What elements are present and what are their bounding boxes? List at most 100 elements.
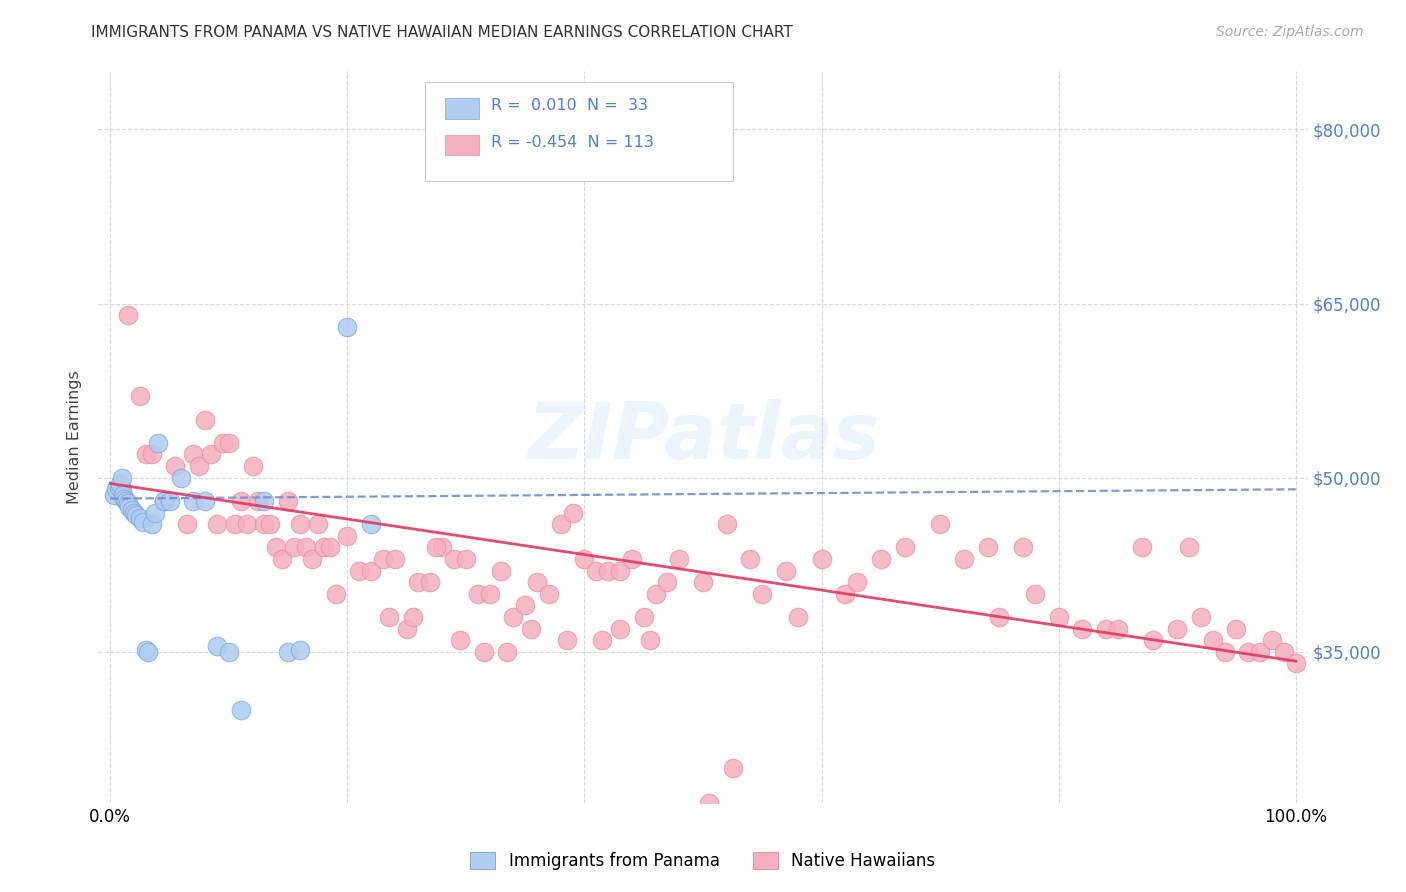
Point xyxy=(1071,622,1094,636)
Point xyxy=(1213,645,1236,659)
Point xyxy=(301,552,323,566)
Point xyxy=(143,506,166,520)
Point xyxy=(229,703,252,717)
Point xyxy=(176,517,198,532)
Point xyxy=(159,494,181,508)
Text: R =  0.010  N =  33: R = 0.010 N = 33 xyxy=(492,98,648,113)
Point xyxy=(419,575,441,590)
Point xyxy=(1189,610,1212,624)
Point xyxy=(122,506,145,520)
Point xyxy=(235,517,257,532)
Point xyxy=(205,517,228,532)
Point xyxy=(478,587,501,601)
Point xyxy=(401,610,423,624)
Point xyxy=(633,610,655,624)
Point xyxy=(125,508,148,522)
Point xyxy=(194,412,217,426)
Point xyxy=(432,541,454,555)
Point xyxy=(472,645,495,659)
Point xyxy=(105,483,128,497)
Point xyxy=(253,494,276,508)
Point xyxy=(277,494,299,508)
Point xyxy=(295,541,318,555)
Point xyxy=(371,552,394,566)
Point xyxy=(467,587,489,601)
Point xyxy=(976,541,998,555)
Point xyxy=(620,552,643,566)
Point xyxy=(121,503,143,517)
Point xyxy=(188,459,211,474)
Point xyxy=(318,541,340,555)
Text: Source: ZipAtlas.com: Source: ZipAtlas.com xyxy=(1216,25,1364,39)
FancyBboxPatch shape xyxy=(446,135,479,155)
Point xyxy=(229,494,252,508)
Point xyxy=(152,494,174,508)
Point xyxy=(378,610,401,624)
Text: IMMIGRANTS FROM PANAMA VS NATIVE HAWAIIAN MEDIAN EARNINGS CORRELATION CHART: IMMIGRANTS FROM PANAMA VS NATIVE HAWAIIA… xyxy=(91,25,793,40)
Point xyxy=(136,645,159,659)
Point xyxy=(114,494,136,508)
Point xyxy=(609,564,631,578)
Point xyxy=(408,575,430,590)
Point xyxy=(526,575,548,590)
Point xyxy=(834,587,856,601)
Point xyxy=(307,517,329,532)
Point xyxy=(194,494,217,508)
Point xyxy=(449,633,471,648)
Point xyxy=(336,529,359,543)
Point xyxy=(561,506,583,520)
Point xyxy=(929,517,952,532)
Point xyxy=(952,552,974,566)
Point xyxy=(347,564,370,578)
Point xyxy=(1202,633,1225,648)
Point xyxy=(1130,541,1153,555)
Point xyxy=(360,517,382,532)
Point xyxy=(644,587,666,601)
Point xyxy=(118,500,141,514)
Point xyxy=(181,494,204,508)
Point xyxy=(384,552,406,566)
Point xyxy=(200,448,222,462)
Legend: Immigrants from Panama, Native Hawaiians: Immigrants from Panama, Native Hawaiians xyxy=(464,845,942,877)
Point xyxy=(181,448,204,462)
Point xyxy=(264,541,287,555)
Point xyxy=(360,564,382,578)
Point xyxy=(325,587,347,601)
Point xyxy=(170,471,193,485)
Point xyxy=(657,575,679,590)
Point xyxy=(443,552,465,566)
Point xyxy=(425,541,447,555)
Point xyxy=(242,459,264,474)
Point xyxy=(1107,622,1129,636)
Point xyxy=(1095,622,1118,636)
Point xyxy=(114,491,136,506)
Point xyxy=(1285,657,1308,671)
Point xyxy=(1261,633,1284,648)
Point xyxy=(786,610,808,624)
Point xyxy=(336,319,359,334)
Point xyxy=(253,517,276,532)
Point xyxy=(117,496,139,510)
Point xyxy=(869,552,891,566)
Point xyxy=(591,633,613,648)
Point xyxy=(283,541,305,555)
Point xyxy=(1047,610,1070,624)
FancyBboxPatch shape xyxy=(446,98,479,119)
Point xyxy=(141,448,163,462)
Point xyxy=(112,488,135,502)
Point xyxy=(247,494,270,508)
Point xyxy=(108,476,131,491)
Y-axis label: Median Earnings: Median Earnings xyxy=(67,370,83,504)
Point xyxy=(537,587,560,601)
Point xyxy=(141,517,163,532)
Point xyxy=(609,622,631,636)
Point xyxy=(1272,645,1295,659)
Point xyxy=(1178,541,1201,555)
Point xyxy=(205,639,228,653)
Point xyxy=(224,517,246,532)
Point xyxy=(555,633,578,648)
Point xyxy=(598,564,620,578)
Point xyxy=(312,541,335,555)
Point xyxy=(218,436,240,450)
Point xyxy=(502,610,524,624)
